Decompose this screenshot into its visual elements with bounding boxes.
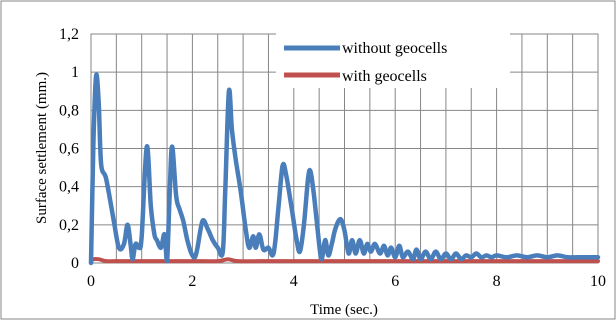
series-lines [88,72,601,266]
x-tick-label: 10 [590,273,606,290]
x-tick-label: 4 [290,273,298,290]
y-tick-label: 0,2 [59,217,79,234]
y-tick-label: 0,8 [59,102,79,119]
y-tick-label: 0,6 [59,141,79,158]
y-axis-label: Surface settlement (mm.) [34,72,50,224]
legend-background [276,32,510,88]
y-tick-label: 0 [71,255,79,272]
series-line-with-geocells [89,256,600,264]
x-tick-label: 2 [188,273,196,290]
tick-labels: 0 0,2 0,4 0,6 0,8 1 1,2 0 2 4 6 8 10 [59,26,606,290]
series-line-without-geocells [88,72,601,266]
legend-label-without-geocells: without geocells [342,40,447,57]
y-tick-label: 0,4 [59,179,79,196]
y-tick-label: 1,2 [59,26,79,43]
y-tick-label: 1 [71,64,79,81]
x-tick-label: 6 [391,273,399,290]
x-axis-label: Time (sec.) [310,302,378,318]
x-tick-label: 0 [87,273,95,290]
legend-label-with-geocells: with geocells [342,68,427,85]
chart-legend: without geocells with geocells [276,32,510,88]
x-tick-label: 8 [493,273,501,290]
